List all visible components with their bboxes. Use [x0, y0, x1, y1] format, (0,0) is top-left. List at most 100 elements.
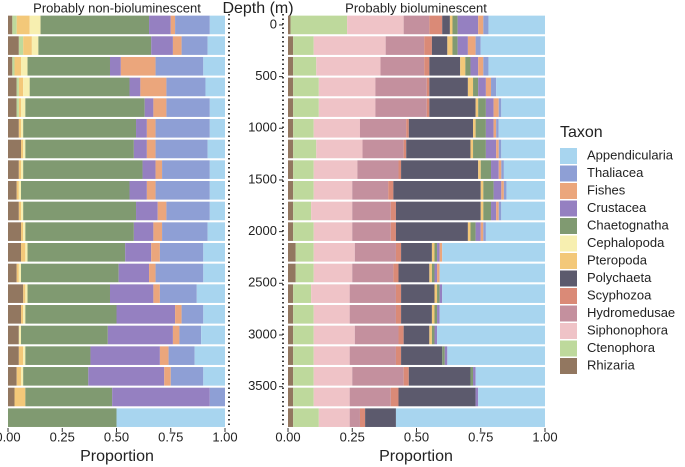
- bar-segment: [8, 77, 17, 97]
- bar-segment: [395, 222, 468, 241]
- bar-segment: [426, 77, 430, 97]
- bar-segment: [149, 263, 156, 283]
- bar-segment: [478, 15, 484, 35]
- legend-swatch: [560, 270, 577, 287]
- bar-segment: [288, 180, 294, 200]
- legend-label: Thaliacea: [587, 165, 644, 180]
- legend-label: Polychaeta: [587, 270, 652, 285]
- bar-segment: [23, 284, 26, 303]
- bar-segment: [288, 325, 294, 345]
- bar-segment: [437, 263, 440, 283]
- bar-segment: [401, 284, 435, 303]
- bar-segment: [293, 222, 314, 241]
- bar-segment: [109, 56, 121, 76]
- bar-segment: [311, 284, 350, 303]
- bar-segment: [395, 346, 402, 365]
- bar-segment: [496, 139, 499, 159]
- legend-label: Cephalopoda: [587, 235, 665, 250]
- x-tick-label: 0.75: [468, 429, 493, 444]
- bar-segment: [8, 408, 117, 427]
- bar-segment: [375, 98, 427, 117]
- bar-segment: [493, 98, 499, 117]
- bar-segment: [352, 180, 389, 200]
- bar-segment: [181, 305, 204, 324]
- bar-segment: [354, 325, 399, 345]
- bar-segment: [21, 243, 26, 262]
- bar-segment: [434, 284, 438, 303]
- bar-segment: [362, 139, 404, 159]
- bar-segment: [136, 201, 158, 221]
- bar-segment: [493, 180, 502, 200]
- y-tick-label: 1000: [248, 120, 277, 135]
- bar-segment: [179, 325, 202, 345]
- bar-segment: [390, 201, 396, 221]
- bar-segment: [18, 36, 24, 55]
- bar-segment: [129, 77, 141, 97]
- bar-segment: [401, 243, 432, 262]
- bar-segment: [475, 36, 481, 55]
- bar-segment: [496, 77, 545, 97]
- bar-segment: [429, 98, 476, 117]
- bar-segment: [144, 98, 154, 117]
- bar-segment: [434, 263, 438, 283]
- bar-segment: [196, 284, 225, 303]
- bar-segment: [23, 201, 137, 221]
- bar-segment: [155, 118, 210, 138]
- legend-swatch: [560, 183, 577, 199]
- bar-segment: [442, 284, 545, 303]
- bar-segment: [21, 180, 130, 200]
- bar-segment: [313, 263, 353, 283]
- bar-segment: [21, 222, 24, 241]
- bar-segment: [209, 201, 225, 221]
- bar-segment: [406, 118, 409, 138]
- bar-segment: [23, 346, 26, 365]
- bar-segment: [23, 222, 26, 241]
- bar-segment: [23, 305, 26, 324]
- legend-swatch: [560, 305, 577, 322]
- bar-segment: [125, 243, 152, 262]
- legend-label: Rhizaria: [587, 357, 635, 372]
- bar-segment: [288, 263, 296, 283]
- bar-segment: [288, 77, 294, 97]
- bar-segment: [452, 15, 458, 35]
- bar-segment: [293, 367, 314, 386]
- bar-segment: [21, 201, 24, 221]
- y-tick-label: 3500: [248, 378, 277, 393]
- bar-segment: [439, 284, 443, 303]
- bar-segment: [354, 243, 396, 262]
- bar-segment: [313, 222, 353, 241]
- bar-segment: [18, 77, 24, 97]
- bar-segment: [8, 15, 13, 35]
- bar-segment: [151, 36, 173, 55]
- bar-segment: [293, 201, 312, 221]
- bar-segment: [485, 118, 494, 138]
- bar-segment: [473, 118, 476, 138]
- bar-segment: [429, 325, 432, 345]
- bar-segment: [23, 77, 30, 97]
- bar-segment: [162, 160, 210, 179]
- bar-segment: [491, 160, 499, 179]
- bar-segment: [449, 15, 453, 35]
- x-axis-title: Proportion: [379, 448, 453, 465]
- bar-segment: [175, 15, 210, 35]
- bar-segment: [349, 408, 360, 427]
- bar-segment: [209, 98, 225, 117]
- bar-segment: [498, 201, 502, 221]
- bar-segment: [118, 263, 150, 283]
- bar-segment: [313, 305, 350, 324]
- bar-segment: [478, 77, 486, 97]
- bar-segment: [431, 305, 435, 324]
- legend-label: Pteropoda: [587, 252, 648, 267]
- bar-segment: [29, 77, 130, 97]
- bar-segment: [313, 387, 350, 407]
- bar-segment: [501, 160, 504, 179]
- bar-segment: [398, 325, 404, 345]
- legend-swatch: [560, 165, 577, 182]
- legend-label: Crustacea: [587, 200, 647, 215]
- bar-segment: [116, 408, 225, 427]
- bar-segment: [175, 305, 182, 324]
- bar-segment: [395, 305, 402, 324]
- bar-segment: [288, 201, 294, 221]
- bar-segment: [313, 325, 355, 345]
